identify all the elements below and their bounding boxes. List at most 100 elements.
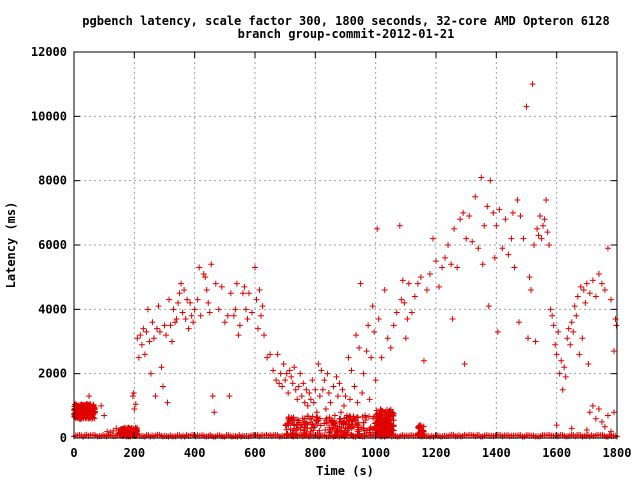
data-point: [212, 280, 219, 287]
data-point: [277, 370, 284, 377]
data-point: [350, 413, 357, 420]
data-point: [191, 306, 198, 313]
data-point: [461, 361, 468, 368]
data-point: [381, 287, 388, 294]
data-point: [322, 406, 329, 413]
data-point: [355, 428, 362, 435]
data-point: [544, 229, 551, 236]
data-point: [344, 412, 351, 419]
data-point: [573, 312, 580, 319]
x-tick-label: 1200: [422, 446, 451, 460]
data-point: [218, 283, 225, 290]
x-tick-label: 400: [184, 446, 206, 460]
data-point: [487, 177, 494, 184]
data-point: [363, 348, 370, 355]
data-point: [523, 103, 530, 110]
data-point: [280, 361, 287, 368]
data-point: [359, 413, 366, 420]
data-point: [534, 225, 541, 232]
data-point: [131, 406, 138, 413]
data-point: [484, 203, 491, 210]
data-point: [308, 415, 315, 422]
data-point: [550, 322, 557, 329]
data-point: [147, 370, 154, 377]
data-point: [515, 319, 522, 326]
data-point: [91, 408, 98, 415]
data-point: [540, 222, 547, 229]
data-point: [224, 312, 231, 319]
data-point: [525, 335, 532, 342]
data-point: [76, 415, 83, 422]
data-point: [274, 351, 281, 358]
data-point: [181, 287, 188, 294]
data-point: [328, 418, 335, 425]
data-point: [336, 423, 343, 430]
data-point: [330, 422, 337, 429]
data-point: [239, 290, 246, 297]
data-point: [613, 322, 620, 329]
data-point: [253, 296, 260, 303]
data-point: [297, 426, 304, 433]
data-point: [309, 377, 316, 384]
data-point: [360, 425, 367, 432]
data-point: [286, 367, 293, 374]
data-point: [348, 418, 355, 425]
data-point: [326, 414, 333, 421]
data-point: [264, 354, 271, 361]
data-point: [310, 399, 317, 406]
data-point: [141, 351, 148, 358]
data-point: [420, 357, 427, 364]
data-point: [353, 332, 360, 339]
data-point: [326, 424, 333, 431]
data-point: [360, 419, 367, 426]
data-point: [321, 377, 328, 384]
y-axis-label: Latency (ms): [4, 202, 18, 289]
data-point: [179, 309, 186, 316]
data-point: [75, 404, 82, 411]
data-point: [248, 309, 255, 316]
data-point: [564, 335, 571, 342]
data-point: [156, 328, 163, 335]
data-point: [490, 209, 497, 216]
data-point: [520, 235, 527, 242]
data-point: [583, 426, 590, 433]
data-point: [604, 245, 611, 252]
data-point: [200, 270, 207, 277]
data-point: [351, 383, 358, 390]
data-point: [350, 415, 357, 422]
data-point: [241, 283, 248, 290]
data-point: [291, 422, 298, 429]
data-point: [74, 407, 81, 414]
x-tick-label: 600: [244, 446, 266, 460]
x-tick-label: 0: [70, 446, 77, 460]
data-point: [153, 325, 160, 332]
data-point: [89, 415, 96, 422]
grid: [74, 52, 617, 438]
data-point: [375, 418, 382, 425]
data-point: [610, 348, 617, 355]
data-point: [83, 401, 90, 408]
data-point: [282, 377, 289, 384]
data-point: [306, 389, 313, 396]
data-point: [227, 290, 234, 297]
data-point: [132, 426, 139, 433]
data-point: [451, 225, 458, 232]
data-point: [531, 242, 538, 248]
data-point: [298, 393, 305, 400]
data-point: [538, 235, 545, 242]
data-point: [261, 332, 268, 339]
data-point: [173, 315, 180, 322]
data-point: [167, 322, 174, 329]
data-point: [342, 425, 349, 432]
data-point: [337, 418, 344, 425]
data-point: [376, 410, 383, 417]
data-point: [284, 420, 291, 427]
data-point: [334, 393, 341, 400]
data-point: [190, 319, 197, 326]
data-point: [529, 81, 536, 88]
data-point: [307, 396, 314, 403]
data-point: [110, 427, 117, 434]
data-point: [318, 367, 325, 374]
data-point: [321, 420, 328, 427]
